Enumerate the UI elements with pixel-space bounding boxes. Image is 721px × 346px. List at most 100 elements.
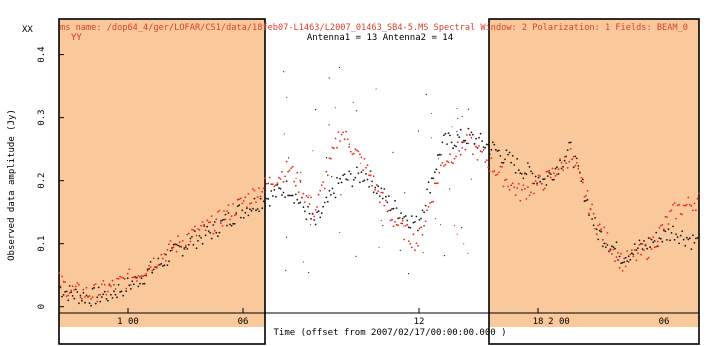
xx-point [663, 229, 665, 232]
xx-point [481, 140, 483, 143]
xx-point [475, 137, 477, 140]
yy-point [267, 182, 270, 185]
xx-outlier-point [328, 77, 330, 79]
yy-outlier-point [463, 243, 465, 245]
yy-point [629, 253, 632, 256]
yy-point [386, 210, 389, 213]
yy-point [374, 188, 377, 191]
yy-point [426, 209, 428, 212]
xx-point [78, 302, 80, 305]
xx-point [328, 189, 331, 192]
xx-point [517, 169, 520, 172]
yy-point [346, 138, 349, 141]
yy-point [649, 237, 651, 240]
yy-point [165, 260, 167, 262]
xx-point [331, 187, 334, 190]
xx-point [184, 246, 187, 249]
xx-point [464, 139, 467, 142]
yy-point [476, 159, 479, 161]
xx-outlier-point [338, 66, 341, 69]
yy-point [70, 289, 73, 292]
xx-point [627, 255, 630, 258]
yy-outlier-point [308, 194, 310, 197]
xx-point [421, 209, 424, 212]
yy-point [493, 170, 496, 172]
xx-outlier-point [443, 255, 446, 257]
xx-point [690, 248, 693, 251]
yy-point [314, 209, 317, 211]
yy-point [184, 244, 187, 247]
yy-point [432, 200, 435, 203]
xx-point [630, 252, 633, 255]
xx-point [462, 139, 465, 142]
xx-point [282, 191, 285, 194]
xx-point [640, 242, 642, 245]
xx-point [588, 214, 590, 217]
xx-point [307, 205, 309, 208]
xx-point [621, 261, 624, 264]
xx-point [128, 284, 131, 287]
yy-point [273, 185, 276, 188]
yy-point [582, 181, 584, 184]
xx-point [67, 299, 70, 302]
xx-point [577, 165, 580, 167]
xx-point [601, 245, 604, 248]
yy-point [285, 160, 288, 163]
yy-point [210, 215, 213, 218]
xx-point [632, 253, 635, 256]
xx-point [241, 209, 244, 212]
yy-point [131, 276, 134, 279]
xx-outlier-point [355, 255, 357, 257]
yy-point [438, 171, 441, 174]
xx-point [666, 239, 668, 241]
chart-header-line1: ms name: /dop64_4/ger/LOFAR/CS1/data/18f… [60, 23, 688, 33]
yy-point [91, 296, 94, 298]
yy-point [565, 162, 567, 165]
xx-point [456, 134, 459, 136]
xx-point [227, 212, 230, 214]
xx-point [582, 178, 584, 181]
xx-point [669, 239, 671, 242]
yy-point [640, 253, 642, 256]
xx-point [200, 237, 203, 239]
yy-point [433, 182, 436, 185]
yy-point [551, 167, 554, 170]
yy-point [253, 189, 256, 192]
yy-point [447, 161, 450, 164]
yy-point [142, 275, 144, 278]
yy-point [595, 233, 598, 236]
yy-point [627, 261, 630, 263]
xx-point [162, 265, 164, 267]
yy-point [684, 204, 687, 207]
xx-point [528, 166, 531, 168]
xx-point [352, 179, 355, 181]
yy-point [554, 175, 557, 177]
xx-point [140, 277, 143, 280]
xx-point [142, 283, 144, 285]
xx-point [420, 217, 422, 220]
yy-point [520, 188, 523, 191]
yy-point [224, 218, 227, 221]
yy-point [441, 162, 444, 164]
yy-point [566, 167, 569, 169]
yy-point [380, 191, 383, 194]
xx-point [302, 206, 305, 209]
yy-point [417, 244, 419, 247]
xx-point [209, 231, 212, 234]
xx-point [461, 141, 464, 144]
yy-point [241, 202, 244, 205]
xx-point [673, 238, 676, 241]
yy-point [177, 235, 180, 238]
xx-point [215, 231, 218, 234]
yy-point [223, 210, 225, 212]
xx-point [557, 173, 560, 175]
xx-point [423, 211, 425, 214]
chart-header-line2: Antenna1 = 13 Antenna2 = 14 [307, 33, 453, 43]
xx-point [276, 183, 279, 186]
yy-point [278, 176, 280, 179]
xx-point [603, 242, 606, 245]
xx-point [131, 280, 134, 283]
yy-point [586, 190, 589, 192]
yy-point [525, 198, 528, 200]
xx-point [314, 223, 317, 226]
